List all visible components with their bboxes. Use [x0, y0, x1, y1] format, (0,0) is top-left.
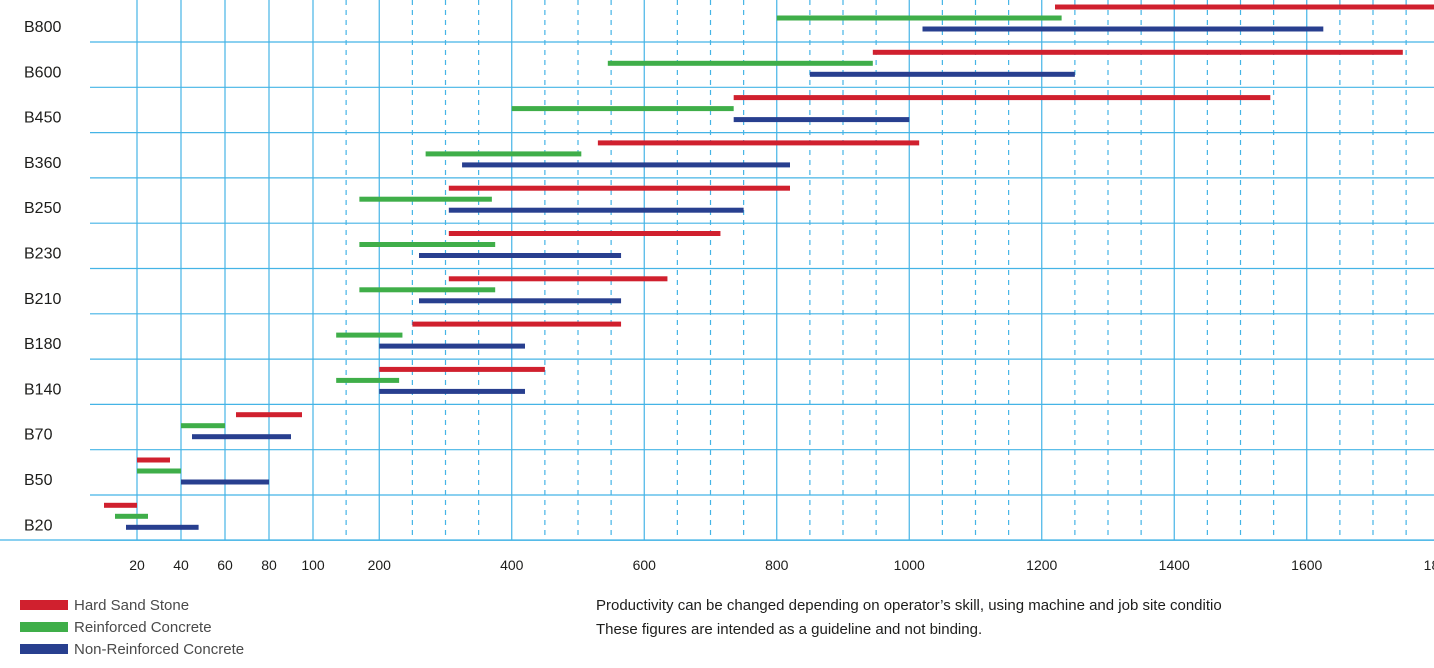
bar-hard-sand-stone: [137, 457, 170, 463]
bar-reinforced-concrete: [115, 513, 148, 519]
x-tick-label: 40: [173, 557, 189, 573]
bar-non-reinforced-concrete: [462, 162, 790, 168]
range-bar-chart: B800 B600 B450 B360 B250 B230 B210 B180 B140 B70 B…: [0, 0, 1434, 573]
bar-non-reinforced-concrete: [379, 343, 525, 349]
bar-hard-sand-stone: [379, 366, 545, 372]
bar-hard-sand-stone: [448, 276, 668, 282]
legend-label: Hard Sand Stone: [74, 596, 190, 614]
legend: Hard Sand Stone Reinforced Concrete Non-Re…: [20, 594, 244, 660]
bar-non-reinforced-concrete: [448, 207, 744, 213]
x-tick-label: 1400: [1159, 557, 1190, 573]
category-label: B50: [24, 472, 53, 489]
x-tick-label: 400: [500, 557, 524, 573]
legend-swatch: [20, 622, 68, 632]
category-label: B250: [24, 200, 61, 217]
category-label: B600: [24, 64, 61, 81]
bar-reinforced-concrete: [137, 468, 181, 474]
bar-hard-sand-stone: [597, 140, 920, 146]
x-tick-label: 600: [633, 557, 657, 573]
bar-non-reinforced-concrete: [379, 388, 525, 394]
legend-item: Reinforced Concrete: [20, 616, 244, 638]
bar-reinforced-concrete: [181, 423, 225, 429]
bar-reinforced-concrete: [359, 242, 496, 247]
legend-swatch: [20, 644, 68, 654]
x-tick-label: 100: [301, 557, 325, 573]
bar-non-reinforced-concrete: [809, 71, 1075, 77]
x-tick-label: 20: [129, 557, 145, 573]
legend-swatch: [20, 600, 68, 610]
category-label: B230: [24, 246, 61, 263]
bar-reinforced-concrete: [776, 15, 1062, 21]
bar-non-reinforced-concrete: [192, 434, 291, 440]
category-label: B70: [24, 427, 53, 444]
bar-reinforced-concrete: [511, 106, 734, 112]
legend-label: Reinforced Concrete: [74, 618, 212, 636]
x-tick-label: 60: [217, 557, 233, 573]
legend-item: Hard Sand Stone: [20, 594, 244, 616]
legend-label: Non-Reinforced Concrete: [74, 640, 245, 658]
x-tick-label: 800: [765, 557, 789, 573]
legend-item: Non-Reinforced Concrete: [20, 638, 244, 660]
bar-non-reinforced-concrete: [419, 253, 622, 258]
category-label: B800: [24, 19, 61, 36]
x-tick-label: 80: [261, 557, 277, 573]
x-tick-label: 1000: [894, 557, 925, 573]
x-tick-label: 200: [368, 557, 392, 573]
bar-hard-sand-stone: [448, 231, 721, 236]
bar-reinforced-concrete: [607, 60, 873, 66]
bar-hard-sand-stone: [104, 502, 137, 508]
bar-hard-sand-stone: [448, 185, 790, 191]
bar-reinforced-concrete: [425, 151, 582, 157]
bar-non-reinforced-concrete: [733, 117, 910, 123]
bar-hard-sand-stone: [733, 95, 1271, 101]
productivity-note: Productivity can be changed depending on…: [596, 594, 1222, 642]
note-line-1: Productivity can be changed depending on…: [596, 597, 1222, 614]
x-tick-label: 1600: [1291, 557, 1322, 573]
category-label: B360: [24, 155, 61, 172]
bar-hard-sand-stone: [1055, 4, 1434, 10]
bar-reinforced-concrete: [336, 332, 403, 338]
bar-hard-sand-stone: [872, 49, 1403, 55]
category-label: B210: [24, 291, 61, 308]
category-label: B450: [24, 110, 61, 127]
category-label: B180: [24, 336, 61, 353]
bar-reinforced-concrete: [359, 287, 496, 293]
bar-non-reinforced-concrete: [181, 479, 269, 485]
bar-non-reinforced-concrete: [922, 26, 1324, 32]
note-line-2: These figures are intended as a guidelin…: [596, 621, 983, 638]
bar-reinforced-concrete: [336, 377, 400, 383]
bar-non-reinforced-concrete: [419, 298, 622, 304]
x-tick-label: 1800: [1424, 557, 1434, 573]
bar-hard-sand-stone: [412, 321, 622, 327]
category-label: B20: [24, 517, 53, 534]
x-tick-label: 1200: [1026, 557, 1057, 573]
category-label: B140: [24, 381, 61, 398]
bar-non-reinforced-concrete: [126, 524, 199, 530]
bar-hard-sand-stone: [236, 412, 302, 418]
bar-reinforced-concrete: [359, 196, 492, 202]
